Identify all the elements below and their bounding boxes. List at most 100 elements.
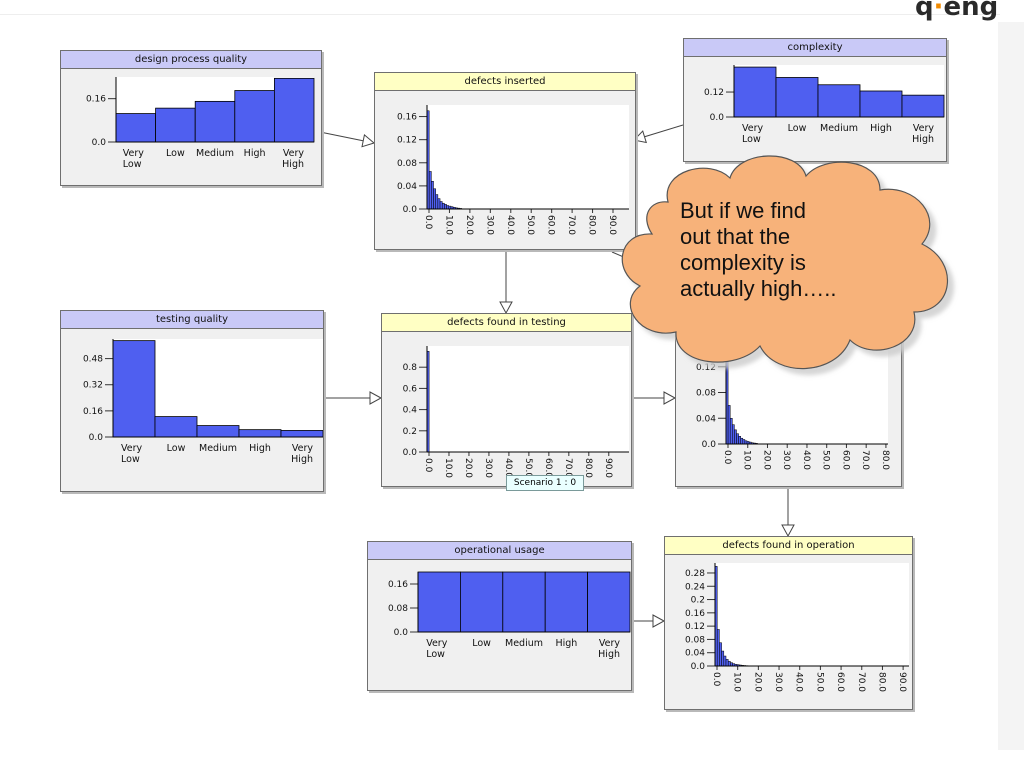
category-label: Low bbox=[121, 454, 140, 465]
bar bbox=[280, 430, 323, 438]
category-label: Medium bbox=[199, 443, 237, 454]
category-label: Very bbox=[742, 123, 764, 134]
chart-area: 0.8 0.6 0.4 0.2 0.0 0.0 10.0 20.0 30.0 40.0 50.0 60… bbox=[403, 346, 629, 478]
y-tick-label: 0.16 bbox=[83, 407, 103, 417]
category-label: Medium bbox=[196, 148, 234, 159]
x-tick-label: 80.0 bbox=[583, 458, 593, 478]
y-tick-label: 0.08 bbox=[696, 389, 716, 399]
bar bbox=[431, 181, 434, 210]
y-tick-label: 0.32 bbox=[83, 381, 103, 391]
node-title: defects found in testing bbox=[382, 314, 631, 332]
bar bbox=[238, 429, 282, 438]
edge-residual-to-operation bbox=[781, 485, 795, 538]
x-tick-label: 20.0 bbox=[464, 215, 474, 235]
bar bbox=[775, 77, 819, 118]
category-label: High bbox=[598, 649, 620, 660]
x-tick-label: 50.0 bbox=[814, 672, 824, 692]
bar bbox=[732, 424, 735, 445]
bar bbox=[727, 661, 731, 667]
y-tick-label: 0.8 bbox=[403, 363, 418, 373]
top-divider bbox=[0, 14, 1000, 15]
bar bbox=[723, 655, 727, 667]
y-tick-label: 0.12 bbox=[685, 622, 705, 632]
y-tick-label: 0.0 bbox=[92, 138, 107, 148]
y-tick-label: 0.16 bbox=[685, 609, 705, 619]
x-tick-label: 70.0 bbox=[566, 215, 576, 235]
category-label: Very bbox=[121, 443, 143, 454]
bar bbox=[196, 425, 240, 438]
x-tick-label: 40.0 bbox=[503, 458, 513, 478]
x-tick-label: 30.0 bbox=[483, 458, 493, 478]
y-tick-label: 0.16 bbox=[388, 580, 408, 590]
bar bbox=[742, 439, 746, 445]
x-tick-label: 60.0 bbox=[546, 215, 556, 235]
category-label: Medium bbox=[505, 638, 543, 649]
bar bbox=[155, 107, 196, 143]
x-tick-label: 40.0 bbox=[794, 672, 804, 692]
x-tick-label: 70.0 bbox=[856, 672, 866, 692]
y-tick-label: 0.16 bbox=[86, 95, 106, 105]
node-operational-usage[interactable]: operational usage 0.16 0.08 0.0 Very Low Low M… bbox=[367, 541, 632, 691]
category-label: Low bbox=[426, 649, 445, 660]
x-tick-label: 60.0 bbox=[840, 450, 850, 470]
edge-testing-to-found-testing bbox=[322, 391, 383, 405]
y-tick-label: 0.0 bbox=[403, 205, 418, 215]
x-tick-label: 30.0 bbox=[773, 672, 783, 692]
bar bbox=[417, 571, 461, 633]
node-title: operational usage bbox=[368, 542, 631, 560]
x-tick-label: 0.0 bbox=[711, 672, 721, 687]
node-defects-found-in-testing[interactable]: defects found in testing 0.8 0.6 0.4 0.2 0.0… bbox=[381, 313, 632, 487]
bar bbox=[194, 100, 236, 143]
y-tick-label: 0.6 bbox=[403, 384, 418, 394]
node-design-process-quality[interactable]: design process quality 0.16 0.0 Very Low Low… bbox=[60, 50, 322, 186]
node-defects-found-in-operation[interactable]: defects found in operation 0.28 0.24 0.2 0.… bbox=[664, 536, 913, 710]
bar bbox=[734, 429, 737, 445]
x-tick-label: 90.0 bbox=[607, 215, 617, 235]
x-tick-label: 40.0 bbox=[505, 215, 515, 235]
callout-line: actually high….. bbox=[680, 276, 837, 301]
bar bbox=[859, 90, 903, 118]
bar bbox=[439, 201, 443, 210]
y-tick-label: 0.0 bbox=[691, 662, 706, 672]
y-tick-label: 0.2 bbox=[403, 427, 417, 437]
bar bbox=[716, 629, 720, 667]
y-tick-label: 0.24 bbox=[685, 582, 705, 592]
category-label: High bbox=[282, 159, 304, 170]
x-tick-label: 0.0 bbox=[423, 458, 433, 473]
edge-usage-to-operation bbox=[630, 614, 666, 628]
category-label: Very bbox=[426, 638, 448, 649]
x-tick-label: 50.0 bbox=[525, 215, 535, 235]
category-label: High bbox=[870, 123, 892, 134]
bar bbox=[719, 642, 722, 667]
x-tick-label: 20.0 bbox=[463, 458, 473, 478]
x-tick-label: 40.0 bbox=[801, 450, 811, 470]
callout-line: out that the bbox=[680, 224, 791, 249]
category-label: Medium bbox=[820, 123, 858, 134]
category-label: Very bbox=[292, 443, 314, 454]
node-defects-inserted[interactable]: defects inserted 0.16 0.12 0.08 0.04 0.0 0.0 1… bbox=[374, 72, 636, 250]
callout-text: But if we find out that the complexity i… bbox=[680, 198, 900, 302]
bar bbox=[433, 188, 436, 210]
x-tick-label: 80.0 bbox=[876, 672, 886, 692]
x-tick-label: 20.0 bbox=[752, 672, 762, 692]
chart-area: 0.16 0.12 0.08 0.04 0.0 0.0 10.0 20.0 30.0 40.0 50… bbox=[397, 105, 629, 235]
y-tick-label: 0.28 bbox=[685, 569, 705, 579]
bar bbox=[115, 113, 156, 143]
x-tick-label: 10.0 bbox=[443, 215, 453, 235]
bar bbox=[544, 571, 588, 633]
x-tick-label: 30.0 bbox=[484, 215, 494, 235]
edge-inserted-to-found-testing bbox=[499, 248, 513, 315]
node-complexity[interactable]: complexity 0.12 0.0 Very Low Low Medium High Ve… bbox=[683, 38, 947, 162]
y-tick-label: 0.4 bbox=[403, 406, 418, 416]
y-tick-label: 0.12 bbox=[704, 88, 724, 98]
bar bbox=[721, 650, 725, 667]
node-testing-quality[interactable]: testing quality 0.48 0.32 0.16 0.0 Very Low Lo… bbox=[60, 310, 324, 492]
bar bbox=[587, 571, 631, 633]
category-label: Low bbox=[166, 148, 185, 159]
x-tick-label: 0.0 bbox=[722, 450, 732, 465]
x-tick-label: 20.0 bbox=[761, 450, 771, 470]
category-label: Low bbox=[472, 638, 491, 649]
bar bbox=[725, 659, 729, 667]
bar bbox=[234, 90, 275, 143]
